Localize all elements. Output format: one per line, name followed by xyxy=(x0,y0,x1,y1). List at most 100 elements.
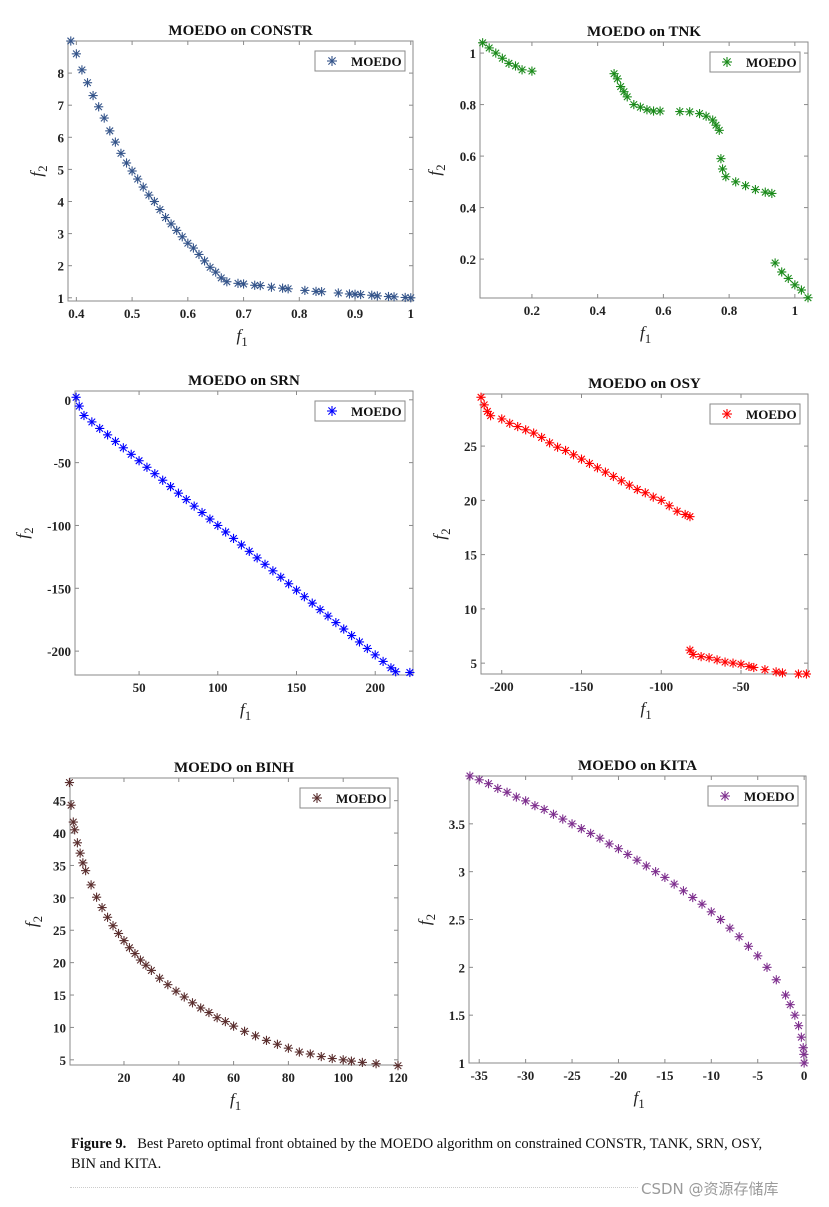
x-axis-label-sub: 1 xyxy=(645,707,652,722)
data-point xyxy=(400,292,410,303)
data-point xyxy=(511,792,521,802)
x-axis-label-main: f xyxy=(634,1088,641,1107)
data-point xyxy=(790,280,800,290)
data-point xyxy=(734,932,744,942)
data-point xyxy=(660,872,670,883)
y-axis-label: f2 xyxy=(27,165,50,176)
y-tick-label: -150 xyxy=(47,581,71,596)
y-tick-label: -100 xyxy=(47,518,71,533)
data-point xyxy=(187,998,198,1008)
data-point xyxy=(158,475,168,485)
data-point xyxy=(771,975,781,985)
chart-4: MOEDO on OSY-200 -150 -100 -50510152025f1f2… xyxy=(430,376,812,722)
data-point xyxy=(721,172,731,182)
data-point xyxy=(250,280,260,290)
y-tick-label: 0 xyxy=(65,393,72,408)
y-tick-label: 35 xyxy=(53,858,67,873)
data-point xyxy=(204,1007,214,1018)
x-tick-label: 100 xyxy=(208,680,228,695)
data-point xyxy=(196,1003,206,1013)
data-point xyxy=(750,184,761,195)
data-point xyxy=(530,801,540,811)
plot-area xyxy=(480,393,809,675)
data-point xyxy=(323,611,333,621)
data-point xyxy=(66,36,76,46)
data-point xyxy=(371,1059,381,1069)
y-axis-label-main: f xyxy=(415,918,434,925)
data-point xyxy=(97,902,107,913)
data-point xyxy=(316,287,327,297)
data-point xyxy=(142,462,152,472)
data-point xyxy=(552,442,563,452)
data-point xyxy=(213,520,223,531)
x-tick-label: 60 xyxy=(227,1070,240,1085)
data-point xyxy=(478,38,488,48)
data-point xyxy=(720,657,730,667)
x-axis-label-main: f xyxy=(640,323,647,342)
plot-area xyxy=(479,41,809,299)
data-point xyxy=(696,652,706,662)
x-tick-label: 0.5 xyxy=(124,306,141,321)
y-axis-label-main: f xyxy=(22,920,41,927)
legend-marker-icon xyxy=(722,57,732,67)
chart-3: MOEDO on SRN 50 100 150 200 0 -50 -100 -150 -200 f… xyxy=(13,373,415,723)
y-axis-label-sub: 2 xyxy=(438,528,453,535)
data-point xyxy=(108,921,118,931)
data-point xyxy=(244,546,254,556)
data-point xyxy=(771,667,781,677)
y-axis-label: f2 xyxy=(430,528,453,539)
data-point xyxy=(521,796,531,806)
legend-marker-icon xyxy=(312,793,322,803)
data-point xyxy=(465,771,475,781)
data-point xyxy=(146,965,156,976)
data-point xyxy=(110,137,120,147)
x-tick-label: -25 xyxy=(563,1068,581,1083)
legend-label: MOEDO xyxy=(351,404,402,419)
data-point xyxy=(212,1013,222,1023)
y-tick-label: 15 xyxy=(53,988,67,1003)
data-point xyxy=(548,809,559,819)
data-point xyxy=(239,1026,250,1036)
data-point xyxy=(517,65,527,75)
data-point xyxy=(704,653,714,663)
y-tick-label: 5 xyxy=(58,162,65,177)
y-tick-label: 0.6 xyxy=(460,149,477,164)
data-point xyxy=(502,787,512,797)
x-tick-label: 20 xyxy=(117,1070,130,1085)
y-axis-label-sub: 2 xyxy=(423,914,438,921)
legend-box xyxy=(314,400,406,422)
legend: MOEDO xyxy=(707,785,799,807)
y-tick-label: 4 xyxy=(58,194,65,209)
y-axis-label-sub: 2 xyxy=(433,164,448,171)
data-point xyxy=(121,158,132,168)
x-axis-label: f1 xyxy=(640,323,651,346)
data-point xyxy=(315,605,325,615)
data-point xyxy=(521,425,531,435)
legend: MOEDO xyxy=(314,50,406,72)
data-point xyxy=(71,49,81,59)
chart-5: MOEDO on BINH 20 40 60 80 100 120 5 10 15 20 25 30 35… xyxy=(22,760,408,1113)
y-tick-label: 5 xyxy=(60,1053,67,1068)
data-point xyxy=(138,182,148,192)
y-tick-label: 15 xyxy=(464,548,478,563)
x-tick-label: 200 xyxy=(365,680,385,695)
chart-1: MOEDO on CONSTR 0.4 0.5 0.6 0.7 0.8 0.9 1 1 2 3 4 5 6… xyxy=(27,23,416,349)
y-tick-label: 10 xyxy=(53,1020,66,1035)
data-point xyxy=(86,880,96,890)
y-tick-label: 7 xyxy=(58,98,65,113)
data-point xyxy=(75,848,85,858)
data-point xyxy=(299,592,309,602)
data-point xyxy=(640,488,650,498)
data-point xyxy=(777,668,788,678)
data-point xyxy=(780,990,791,1000)
data-point xyxy=(372,291,382,301)
data-point xyxy=(613,844,624,854)
chart-title: MOEDO on KITA xyxy=(578,758,697,774)
data-point xyxy=(655,106,665,116)
data-point xyxy=(172,225,182,235)
y-tick-label: 6 xyxy=(58,130,65,145)
x-tick-label: 1 xyxy=(792,303,799,318)
data-point xyxy=(94,102,104,112)
chart-6: MOEDO on KITA -35 -30 -25 -20 -15 -10 -5 0 1 1.5 2 2… xyxy=(415,758,809,1111)
data-point xyxy=(656,495,666,505)
